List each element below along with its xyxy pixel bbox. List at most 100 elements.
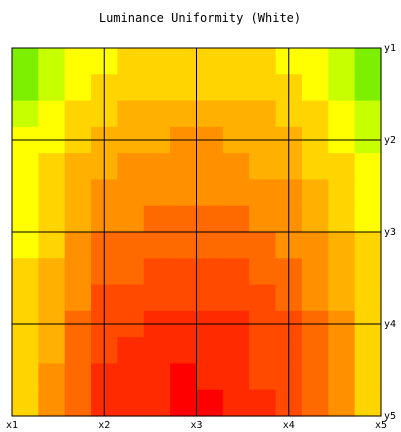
y-tick-label: y4 [384,319,396,330]
heatmap-cell [64,153,92,181]
heatmap-cell [328,232,356,259]
heatmap-cell [143,205,171,233]
heatmap-cell [328,179,356,207]
heatmap-cell [249,205,277,233]
heatmap-cell [38,48,66,75]
heatmap-cell [170,363,198,391]
heatmap-cell [196,74,224,102]
heatmap-cell [354,100,382,128]
heatmap-cell [12,74,39,102]
heatmap-cell [301,232,329,259]
heatmap-cell [222,48,250,75]
heatmap-cell [301,74,329,102]
heatmap-cell [64,363,92,391]
heatmap-cell [143,179,171,207]
heatmap-cell [170,232,198,259]
x-tick-label: x3 [190,420,202,431]
heatmap-cell [117,389,145,417]
y-tick-label: y2 [384,135,396,146]
heatmap-cell [328,74,356,102]
heatmap-cell [196,48,224,75]
heatmap-cell [196,179,224,207]
heatmap-cell [170,74,198,102]
heatmap-cell [170,179,198,207]
heatmap-cell [38,258,66,286]
heatmap-cell [117,48,145,75]
heatmap-cell [249,284,277,312]
heatmap-cell [328,153,356,181]
heatmap-cell [170,258,198,286]
heatmap-cell [12,363,39,391]
heatmap-cell [170,153,198,181]
heatmap-cell [117,284,145,312]
heatmap-cell [117,100,145,128]
heatmap-cell [64,284,92,312]
heatmap-cell [222,258,250,286]
heatmap-cell [354,232,382,259]
heatmap-cell [117,179,145,207]
heatmap-cell [64,232,92,259]
heatmap-cell [64,48,92,75]
heatmap-cell [301,389,329,417]
x-tick-label: x4 [283,420,295,431]
heatmap-cell [143,232,171,259]
heatmap-cell [196,284,224,312]
heatmap-cell [64,100,92,128]
heatmap-cell [222,100,250,128]
heatmap-cell [249,389,277,417]
heatmap-cell [301,205,329,233]
heatmap-cell [328,205,356,233]
heatmap-cell [38,363,66,391]
heatmap-cell [64,337,92,365]
heatmap-cell [249,337,277,365]
heatmap-cell [38,389,66,417]
heatmap-cell [38,100,66,128]
heatmap-cell [38,232,66,259]
heatmap-cell [143,363,171,391]
heatmap-cell [170,100,198,128]
heatmap-cell [143,258,171,286]
heatmap-cell [64,74,92,102]
heatmap-cell [12,389,39,417]
heatmap-cell [354,337,382,365]
heatmap-cell [12,258,39,286]
heatmap-cell [249,153,277,181]
heatmap-cell [249,258,277,286]
heatmap-cell [12,100,39,128]
heatmap-cell [301,153,329,181]
heatmap-cell [354,205,382,233]
heatmap-cell [354,258,382,286]
heatmap-cell [249,48,277,75]
heatmap-cell [117,363,145,391]
y-tick-label: y1 [384,43,396,54]
heatmap-cell [249,100,277,128]
heatmap-cell [301,363,329,391]
heatmap-cell [38,179,66,207]
heatmap-cell [196,100,224,128]
heatmap-cell [170,205,198,233]
heatmap-cell [12,153,39,181]
heatmap-cell [328,284,356,312]
heatmap-cell [143,284,171,312]
heatmap-cell [117,205,145,233]
heatmap-cell [222,363,250,391]
axis-labels: x1 x2 x3 x4 x5 y1 y2 y3 y4 y5 [6,43,396,431]
heatmap-cell [222,153,250,181]
grid-lines [11,47,382,417]
heatmap-cell [354,153,382,181]
heatmap-cell [354,74,382,102]
heatmap-cell [38,74,66,102]
heatmap-cell [301,48,329,75]
heatmap-cell [301,258,329,286]
heatmap-cell [170,284,198,312]
x-tick-label: x2 [98,420,110,431]
heatmap-cell [354,363,382,391]
heatmap-cell [38,284,66,312]
heatmap-cell [328,48,356,75]
heatmap-cell [143,389,171,417]
heatmap-cell [117,232,145,259]
heatmap-cell [354,179,382,207]
heatmap-cell [249,179,277,207]
